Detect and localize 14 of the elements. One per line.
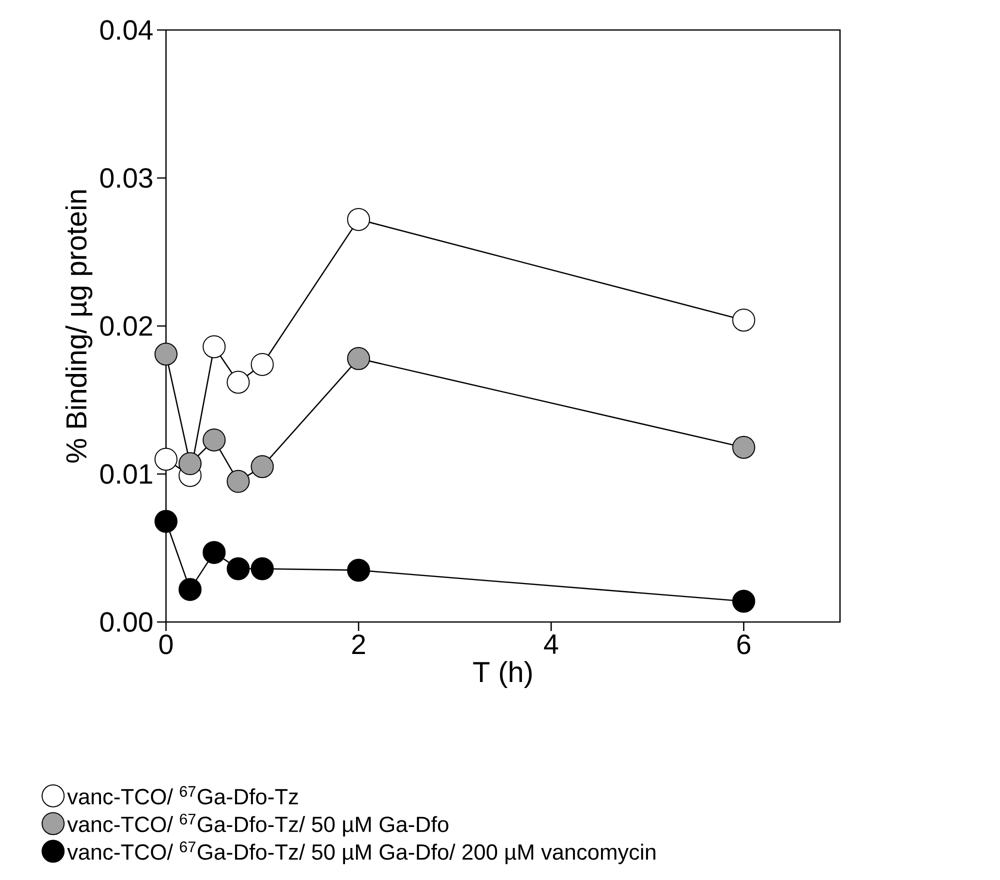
legend-label: vanc-TCO/ $^{67}$Ga-Dfo-Tz/ 50 µM Ga-Dfo xyxy=(67,814,448,836)
y-tick-label: 0.03 xyxy=(100,168,152,188)
x-tick-label: 2 xyxy=(352,634,365,654)
legend-label: vanc-TCO/ $^{67}$Ga-Dfo-Tz xyxy=(67,786,298,804)
x-tick-label: 4 xyxy=(544,634,558,654)
legend-label: vanc-TCO/ $^{67}$Ga-Dfo-Tz/ 50 µM Ga-Dfo/ 200 µM vancomycin xyxy=(67,841,656,864)
y-tick-label: 0.00 xyxy=(100,612,152,632)
y-tick-label: 0.02 xyxy=(100,316,152,336)
x-tick-label: 0 xyxy=(159,634,173,654)
y-tick-label: 0.01 xyxy=(100,464,152,484)
x-axis-title: T (h) xyxy=(473,661,532,688)
y-tick-label: 0.04 xyxy=(100,20,153,40)
y-axis-title: % Binding/ µg protein xyxy=(65,190,92,463)
x-tick-label: 6 xyxy=(737,634,750,654)
